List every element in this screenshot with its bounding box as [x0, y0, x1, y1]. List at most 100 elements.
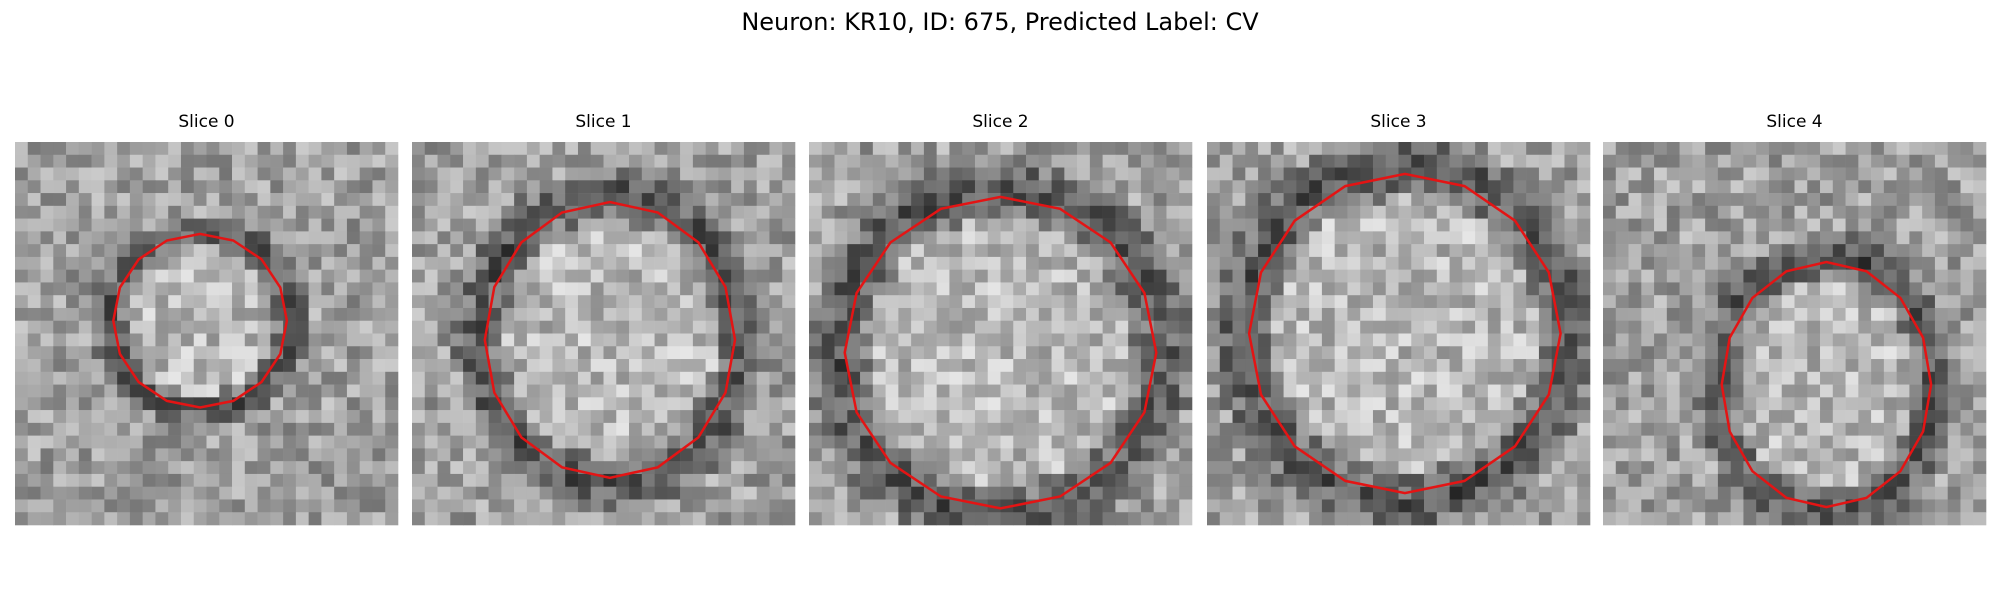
- pixel: [577, 346, 592, 360]
- pixel: [987, 320, 1001, 334]
- pixel: [78, 205, 92, 219]
- pixel: [1309, 256, 1323, 270]
- pixel: [526, 295, 540, 309]
- pixel: [590, 154, 604, 168]
- pixel: [180, 167, 195, 181]
- pixel: [680, 282, 694, 296]
- pixel: [923, 448, 937, 462]
- pixel: [257, 486, 271, 500]
- pixel: [1883, 333, 1897, 347]
- pixel: [1372, 359, 1387, 373]
- pixel: [308, 346, 322, 360]
- pixel: [923, 371, 937, 385]
- pixel: [590, 499, 604, 513]
- pixel: [1424, 422, 1438, 436]
- pixel: [1871, 320, 1885, 334]
- pixel: [590, 256, 604, 270]
- pixel: [1883, 167, 1897, 181]
- pixel: [1820, 154, 1834, 168]
- pixel: [180, 256, 195, 270]
- pixel: [1960, 422, 1974, 436]
- pixel: [1038, 371, 1052, 385]
- pixel: [692, 269, 706, 283]
- pixel: [1140, 180, 1154, 194]
- pixel: [1140, 359, 1154, 373]
- pixel: [1038, 499, 1052, 513]
- pixel: [1628, 154, 1642, 168]
- pixel: [680, 218, 694, 232]
- pixel: [552, 397, 566, 411]
- pixel: [898, 256, 912, 270]
- pixel: [1102, 512, 1116, 526]
- pixel: [295, 461, 309, 475]
- pixel: [359, 384, 373, 398]
- pixel: [412, 371, 426, 385]
- pixel: [1424, 282, 1438, 296]
- pixel: [295, 231, 309, 245]
- pixel: [66, 193, 80, 207]
- pixel: [1858, 499, 1872, 513]
- pixel: [898, 333, 912, 347]
- pixel: [1245, 384, 1259, 398]
- pixel: [412, 282, 426, 296]
- pixel: [27, 461, 41, 475]
- pixel: [1526, 397, 1540, 411]
- pixel: [1577, 142, 1591, 156]
- pixel: [104, 486, 118, 500]
- pixel: [1372, 499, 1387, 513]
- pixel: [769, 410, 783, 424]
- pixel: [244, 486, 258, 500]
- pixel: [898, 142, 912, 156]
- pixel: [501, 193, 515, 207]
- pixel: [577, 167, 592, 181]
- pixel: [1398, 461, 1412, 475]
- pixel: [78, 307, 92, 322]
- pixel: [1347, 346, 1361, 360]
- pixel: [1424, 205, 1438, 219]
- pixel: [1026, 359, 1040, 373]
- pixel: [680, 307, 694, 322]
- pixel: [526, 167, 540, 181]
- pixel: [1666, 218, 1680, 232]
- pixel: [1166, 295, 1180, 309]
- pixel: [1526, 307, 1540, 322]
- pixel: [898, 218, 912, 232]
- pixel: [257, 180, 271, 194]
- pixel: [1347, 410, 1361, 424]
- pixel: [1768, 359, 1783, 373]
- pixel: [244, 499, 258, 513]
- pixel: [1871, 205, 1885, 219]
- pixel: [641, 269, 655, 283]
- pixel: [1705, 256, 1719, 270]
- pixel: [1743, 410, 1757, 424]
- pixel: [1102, 180, 1116, 194]
- pixel: [1179, 193, 1193, 207]
- pixel: [359, 512, 373, 526]
- pixel: [193, 205, 207, 219]
- pixel: [962, 269, 976, 283]
- pixel: [15, 269, 29, 283]
- pixel: [1487, 435, 1501, 449]
- pixel: [1258, 512, 1272, 526]
- pixel: [654, 256, 668, 270]
- pixel: [1347, 218, 1361, 232]
- pixel: [206, 167, 220, 181]
- pixel: [1896, 244, 1910, 258]
- pixel: [1960, 359, 1974, 373]
- pixel: [1960, 320, 1974, 334]
- pixel: [1449, 193, 1463, 207]
- pixel: [15, 435, 29, 449]
- pixel: [1603, 410, 1617, 424]
- pixel: [1309, 486, 1323, 500]
- pixel: [821, 231, 835, 245]
- pixel: [847, 333, 861, 347]
- pixel: [1692, 448, 1706, 462]
- pixel: [1551, 244, 1565, 258]
- pixel: [270, 218, 284, 232]
- pixel: [1449, 244, 1463, 258]
- pixel: [1577, 205, 1591, 219]
- pixel: [860, 218, 874, 232]
- pixel: [629, 486, 643, 500]
- pixel: [1743, 346, 1757, 360]
- pixel: [1500, 142, 1514, 156]
